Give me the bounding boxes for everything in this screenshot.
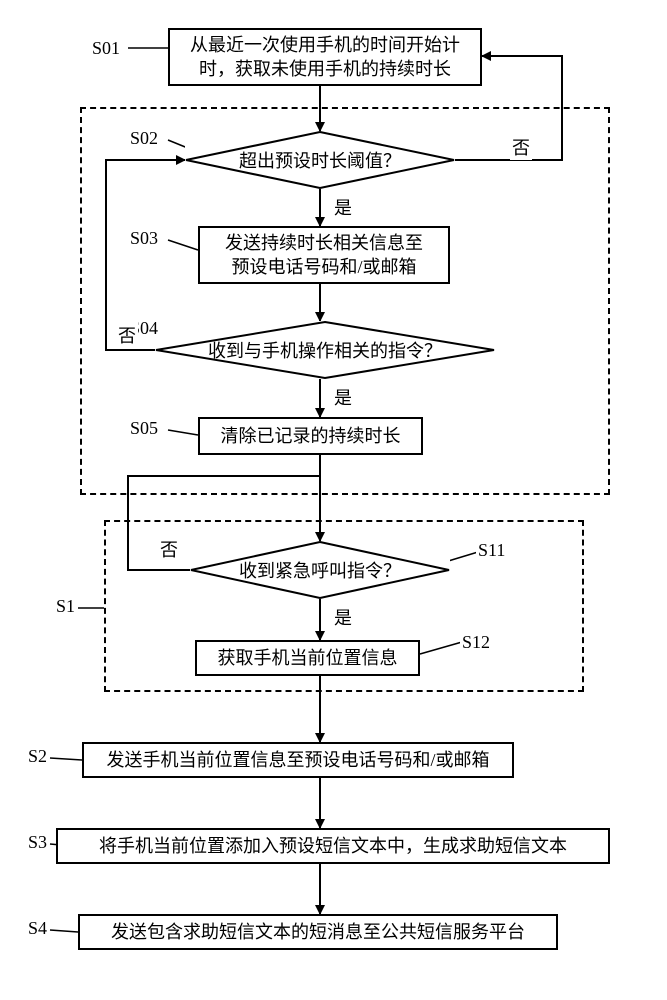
step-label-s4: S4	[26, 918, 49, 939]
node-s4: 发送包含求助短信文本的短消息至公共短信服务平台	[78, 914, 558, 950]
step-label-s12: S12	[460, 632, 492, 653]
node-s04: 收到与手机操作相关的指令？	[155, 321, 495, 379]
branch-label-s11_no: 否	[158, 536, 180, 562]
node-s11: 收到紧急呼叫指令？	[190, 541, 450, 599]
node-s2: 发送手机当前位置信息至预设电话号码和/或邮箱	[82, 742, 514, 778]
step-label-s3: S3	[26, 832, 49, 853]
step-label-s1: S1	[54, 596, 77, 617]
node-s03: 发送持续时长相关信息至预设电话号码和/或邮箱	[198, 226, 450, 284]
node-s05: 清除已记录的持续时长	[198, 417, 423, 455]
step-label-s02: S02	[128, 128, 160, 149]
node-s01: 从最近一次使用手机的时间开始计时，获取未使用手机的持续时长	[168, 28, 482, 86]
step-label-s2: S2	[26, 746, 49, 767]
branch-label-s04_yes: 是	[332, 384, 354, 410]
step-label-s05: S05	[128, 418, 160, 439]
node-s02: 超出预设时长阈值？	[185, 131, 455, 189]
node-s12: 获取手机当前位置信息	[195, 640, 420, 676]
branch-label-s02_yes: 是	[332, 194, 354, 220]
flowchart-canvas: 从最近一次使用手机的时间开始计时，获取未使用手机的持续时长超出预设时长阈值？ 发送…	[0, 0, 667, 1000]
branch-label-s02_no: 否	[510, 134, 532, 160]
branch-label-s11_yes: 是	[332, 604, 354, 630]
branch-label-s04_no: 否	[116, 322, 138, 348]
node-s3: 将手机当前位置添加入预设短信文本中，生成求助短信文本	[56, 828, 610, 864]
step-label-s03: S03	[128, 228, 160, 249]
step-label-s11: S11	[476, 540, 507, 561]
step-label-s01: S01	[90, 38, 122, 59]
